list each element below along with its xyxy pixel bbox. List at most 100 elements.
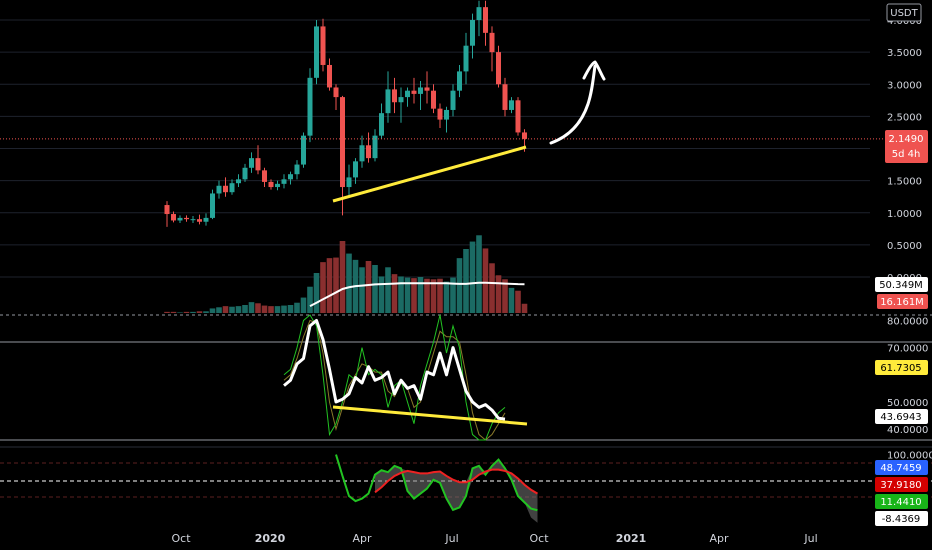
- volume-bar: [508, 287, 515, 313]
- candle: [405, 87, 410, 107]
- candle: [424, 71, 430, 104]
- candle: [411, 77, 417, 104]
- time-tick-label: Apr: [352, 532, 372, 545]
- candle-body: [333, 87, 339, 98]
- candle: [281, 174, 287, 189]
- price-tick-label: 2.5000: [887, 112, 922, 123]
- price-trendline: [332, 145, 527, 203]
- volume-bar: [411, 278, 417, 313]
- price-tick-label: 1.0000: [887, 209, 922, 220]
- time-tick-label: Jul: [444, 532, 458, 545]
- candle: [320, 18, 326, 72]
- candle: [301, 132, 306, 168]
- volume-value: 16.161M: [880, 297, 924, 308]
- rsi-tick-label: 80.0000: [887, 316, 928, 327]
- candle-body: [392, 89, 397, 103]
- candle-body: [307, 77, 313, 136]
- candle: [216, 180, 222, 199]
- oscillator-green-line: [335, 454, 538, 512]
- volume-badge: 16.161M: [877, 294, 928, 309]
- candle-body: [320, 26, 326, 65]
- time-tick-label: Oct: [529, 532, 549, 545]
- candle-body: [522, 132, 527, 139]
- candle: [496, 45, 501, 88]
- candle-body: [366, 145, 371, 159]
- volume-bar: [476, 235, 482, 313]
- candle: [242, 163, 248, 182]
- candle-body: [457, 71, 462, 91]
- last-price-value: 2.1490: [889, 134, 924, 145]
- time-tick-label: 2020: [255, 532, 286, 545]
- volume-bar: [482, 248, 489, 313]
- time-tick-label: Jul: [803, 532, 817, 545]
- time-tick-label: Apr: [709, 532, 729, 545]
- volume-bar: [398, 276, 404, 313]
- stoch-d-line: [283, 319, 506, 441]
- osc-value-b: 37.9180: [880, 480, 921, 491]
- volume-bar: [281, 305, 287, 313]
- volume-bar: [521, 303, 528, 313]
- volume-bar: [287, 305, 294, 313]
- candle: [483, 0, 488, 46]
- volume-bar: [274, 306, 281, 313]
- oscillator-red-line: [374, 468, 539, 495]
- candle: [418, 81, 423, 110]
- candle-body: [177, 217, 183, 221]
- candle: [476, 0, 482, 37]
- candle-body: [372, 135, 378, 159]
- candle-body: [262, 170, 267, 182]
- volume-bar: [359, 267, 365, 313]
- price-tick-label: 3.5000: [887, 48, 922, 59]
- volume-bar: [365, 261, 372, 313]
- candle-body: [431, 90, 436, 109]
- volume-ma-value: 50.349M: [879, 280, 923, 291]
- candle: [229, 179, 235, 195]
- volume-bar: [268, 306, 274, 313]
- candle: [210, 189, 215, 220]
- candle-body: [496, 52, 501, 85]
- candle: [385, 71, 391, 123]
- volume-bar: [456, 258, 463, 313]
- candle-body: [346, 177, 352, 188]
- volume-bar: [326, 258, 333, 313]
- candle: [463, 32, 469, 85]
- candle: [294, 160, 300, 180]
- rsi-value: 43.6943: [880, 412, 921, 423]
- osc-badge-c: 11.4410: [875, 494, 928, 509]
- volume-bar: [378, 276, 385, 313]
- candle: [444, 106, 449, 133]
- oscillator-cloud: [375, 459, 538, 523]
- volume-bar: [430, 279, 437, 313]
- rsi-trendline: [332, 405, 528, 426]
- candle-body: [314, 26, 319, 78]
- volume-bar: [339, 241, 346, 313]
- candle: [457, 64, 462, 98]
- volume-bar: [489, 263, 495, 313]
- candle-body: [281, 179, 287, 184]
- candle-body: [340, 97, 345, 188]
- candle: [177, 215, 183, 224]
- rsi-tick-label: 40.0000: [887, 425, 928, 436]
- volume-bar: [385, 267, 391, 313]
- osc-value-a: 48.7459: [880, 463, 921, 474]
- time-scale[interactable]: Oct 2020 Apr Jul Oct 2021 Apr Jul: [171, 532, 817, 545]
- volume-bar: [469, 241, 476, 313]
- volume-bar: [255, 303, 261, 313]
- candle-body: [359, 145, 365, 162]
- price-tick-label: 1.5000: [887, 177, 922, 188]
- candle-body: [171, 214, 176, 221]
- candle-body: [379, 113, 384, 136]
- candle-body: [418, 87, 423, 94]
- candle: [392, 77, 397, 114]
- time-tick-label: Oct: [171, 532, 191, 545]
- volume-bar: [261, 305, 268, 313]
- osc-tick-label: 100.0000: [887, 451, 932, 462]
- rsi-badge: 43.6943: [875, 409, 928, 424]
- volume-bar: [424, 278, 430, 313]
- candle: [431, 84, 436, 114]
- volume-bar: [313, 273, 320, 313]
- candle: [515, 97, 521, 136]
- volume-bar: [229, 306, 235, 313]
- candle-body: [236, 179, 241, 184]
